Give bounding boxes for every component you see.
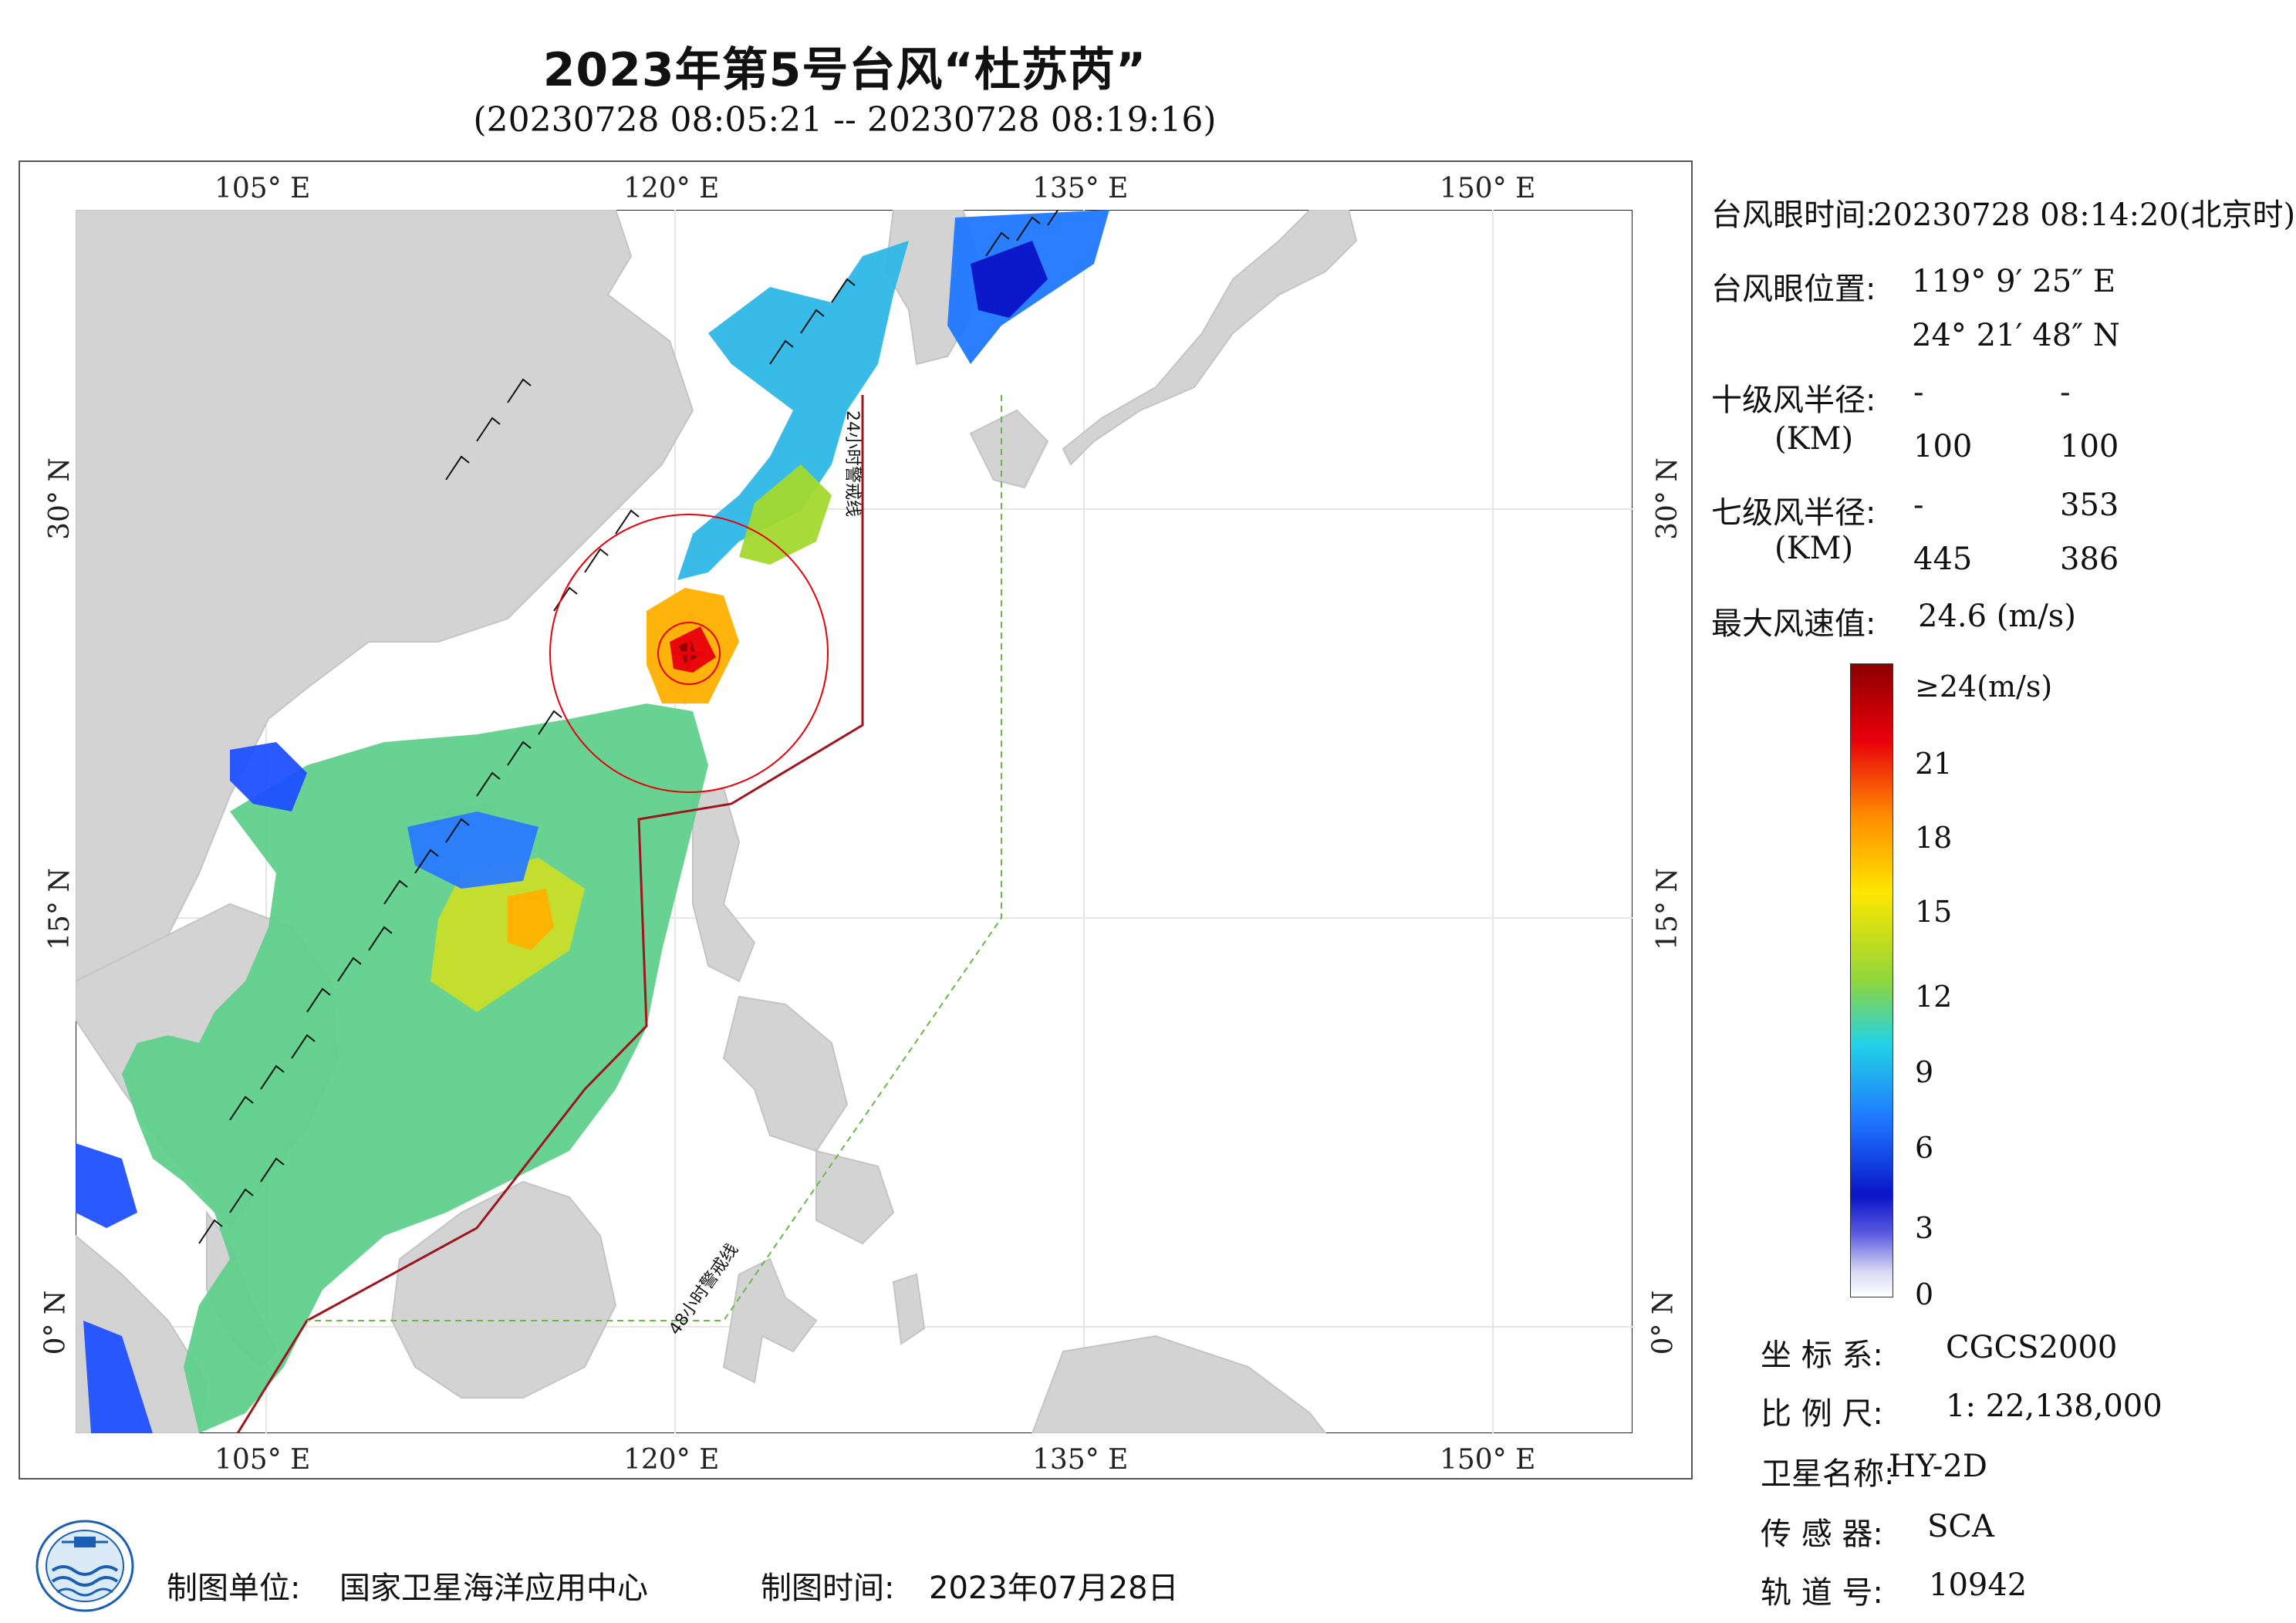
lat-label-left-15: 15° N <box>43 868 76 950</box>
swath-scs-orange <box>508 889 554 950</box>
typhoon-eye-marker <box>674 638 704 669</box>
crs-value: CGCS2000 <box>1946 1330 2118 1365</box>
lon-label-bottom-150: 150° E <box>1440 1444 1536 1476</box>
lon-label-bottom-105: 105° E <box>214 1444 311 1476</box>
land-borneo <box>390 1180 617 1399</box>
swath-gulf-blue <box>230 742 307 812</box>
max-wind-value: 24.6 (m/s) <box>1918 599 2076 634</box>
swath-korea-dark <box>971 241 1048 318</box>
r7-value-ne: - <box>1913 488 1924 523</box>
producer-value: 国家卫星海洋应用中心 <box>339 1571 648 1606</box>
warning-line-48h <box>307 395 1002 1321</box>
map-subtitle: (20230728 08:05:21 -- 20230728 08:19:16) <box>473 100 1217 140</box>
swath-north-center <box>739 464 832 565</box>
orbit-value: 10942 <box>1929 1567 2028 1603</box>
eye-time-value: 20230728 08:14:20(北京时) <box>1873 197 2296 233</box>
map-title: 2023年第5号台风“杜苏芮” <box>542 43 1147 97</box>
colorbar-label-12: 12 <box>1915 980 1953 1014</box>
land-japan <box>1062 210 1358 466</box>
swath-north <box>677 241 909 580</box>
nsoas-logo <box>35 1520 134 1612</box>
warning-24h-label: 24小时警戒线 <box>842 410 862 517</box>
colorbar-label-21: 21 <box>1915 747 1953 781</box>
wind-field-map: 24小时警戒线 48小时警戒线 <box>76 210 1633 1433</box>
lon-label-top-120: 120° E <box>623 173 720 204</box>
colorbar-label-18: 18 <box>1915 821 1953 855</box>
scale-value: 1: 22,138,000 <box>1946 1388 2163 1424</box>
colorbar-label-6: 6 <box>1915 1131 1934 1165</box>
sensor-label: 传 感 器: <box>1761 1517 1883 1552</box>
producer-label: 制图单位: <box>167 1571 301 1606</box>
lon-label-top-105: 105° E <box>214 173 311 204</box>
eye-position-label: 台风眼位置: <box>1711 272 1876 307</box>
wind-barbs <box>198 210 1059 1244</box>
warning-line-24h <box>236 395 864 1433</box>
satellite-label: 卫星名称: <box>1761 1456 1895 1492</box>
satellite-value: HY-2D <box>1889 1449 1987 1484</box>
colorbar <box>1850 663 1893 1297</box>
land-luzon <box>692 787 756 983</box>
land-kyushu <box>969 409 1049 489</box>
swath-thailand-blue <box>76 1143 137 1228</box>
r10-label: 十级风半径: <box>1711 383 1876 418</box>
colorbar-label-0: 0 <box>1915 1277 1934 1311</box>
eye-time-label: 台风眼时间: <box>1711 197 1876 233</box>
r10-km-label: (KM) <box>1774 421 1854 457</box>
wind-swath <box>76 210 1109 1433</box>
r7-label: 七级风半径: <box>1711 495 1876 531</box>
crs-label: 坐 标 系: <box>1761 1338 1883 1373</box>
map-frame <box>19 160 1693 1480</box>
lon-label-top-135: 135° E <box>1032 173 1129 204</box>
land-sulawesi <box>722 1257 818 1384</box>
production-date-value: 2023年07月28日 <box>929 1571 1179 1606</box>
lon-label-bottom-120: 120° E <box>623 1444 720 1476</box>
r10-value-nw: 100 <box>2060 429 2119 464</box>
swath-luzon-blue <box>407 812 539 889</box>
land-new-guinea <box>1031 1335 1327 1433</box>
land-halmahera <box>892 1273 926 1345</box>
radius-7-circle <box>549 514 829 793</box>
lat-label-left-0: 0° N <box>39 1290 72 1355</box>
lat-label-right-30: 30° N <box>1651 457 1683 540</box>
scale-label: 比 例 尺: <box>1761 1396 1883 1432</box>
sensor-value: SCA <box>1927 1509 1994 1544</box>
colorbar-label-24: ≥24(m/s) <box>1915 670 2053 704</box>
r10-value-se: - <box>2060 375 2071 410</box>
r10-value-ne: - <box>1913 375 1924 410</box>
lon-label-bottom-135: 135° E <box>1032 1444 1129 1476</box>
orbit-label: 轨 道 号: <box>1761 1575 1883 1611</box>
lat-label-right-15: 15° N <box>1651 868 1683 950</box>
eye-lat-value: 24° 21′ 48″ N <box>1912 318 2120 353</box>
land-asia-mainland <box>76 210 694 983</box>
r10-value-sw: 100 <box>1913 429 1973 464</box>
max-wind-label: 最大风速值: <box>1711 606 1876 642</box>
r7-value-se: 353 <box>2060 488 2119 523</box>
swath-sumatra-blue <box>83 1321 153 1433</box>
radius-10-circle <box>657 622 721 685</box>
r7-value-nw: 386 <box>2060 542 2119 577</box>
production-date-label: 制图时间: <box>761 1571 895 1606</box>
colorbar-label-9: 9 <box>1915 1055 1934 1089</box>
r7-km-label: (KM) <box>1774 531 1854 566</box>
colorbar-label-3: 3 <box>1915 1211 1934 1245</box>
land-mindanao <box>815 1149 895 1245</box>
eye-lon-value: 119° 9′ 25″ E <box>1912 264 2116 299</box>
lon-label-top-150: 150° E <box>1440 173 1536 204</box>
r7-value-sw: 445 <box>1913 542 1973 577</box>
lat-label-left-30: 30° N <box>43 457 76 540</box>
colorbar-label-15: 15 <box>1915 895 1953 929</box>
lat-label-right-0: 0° N <box>1647 1290 1680 1355</box>
